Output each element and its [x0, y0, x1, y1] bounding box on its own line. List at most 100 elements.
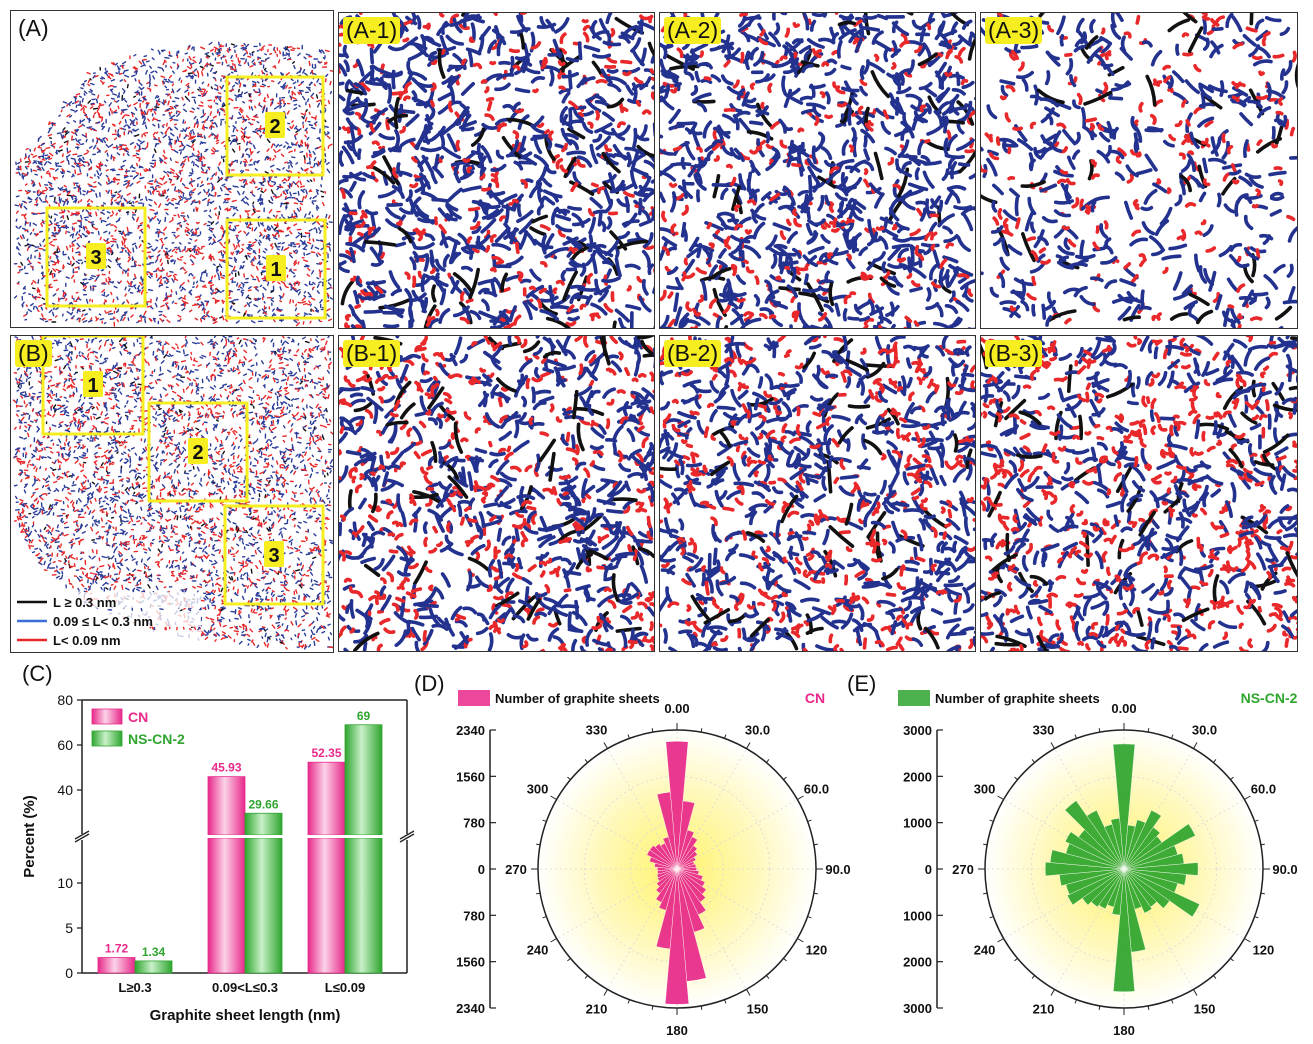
panel-a-sheet-map: 2 3 1 — [13, 41, 333, 327]
radial-tick-label: 1560 — [456, 955, 485, 970]
region-number: 2 — [192, 442, 203, 464]
polar-bar-350 — [656, 791, 678, 870]
bar-value-label: 1.34 — [142, 945, 166, 959]
y-axis-label: Percent (%) — [21, 795, 38, 878]
x-axis-label: Graphite sheet length (nm) — [150, 1007, 341, 1024]
radial-tick-label: 3000 — [903, 1001, 932, 1016]
bar-value-label: 52.35 — [311, 746, 341, 760]
bar-ns-cn-2-1-lower — [244, 837, 283, 974]
radial-tick-label: 0 — [925, 862, 932, 877]
polar-chart-d: (D) Number of graphite sheets CN 0.00 30.0 60… — [414, 671, 851, 1038]
polar-bar-150 — [1123, 868, 1153, 914]
polar-bar-0 — [665, 741, 689, 870]
angle-label: 60.0 — [804, 782, 829, 797]
angle-label: 0.00 — [664, 701, 689, 716]
region-number: 2 — [269, 116, 280, 138]
panel-a-overview: 2 3 1 (A) — [10, 10, 334, 328]
polar-bar-220 — [655, 868, 678, 894]
region-box — [147, 401, 249, 503]
radial-tick-label: 2000 — [903, 955, 932, 970]
polar-bar-60 — [676, 856, 697, 870]
polar-bar-180 — [1113, 868, 1135, 992]
angle-label: 270 — [505, 862, 527, 877]
angle-label: 180 — [1113, 1023, 1135, 1038]
region-box — [225, 218, 327, 320]
bar-cn-0 — [97, 957, 136, 974]
legend-text-bg — [51, 611, 201, 627]
polar-bar-60 — [1123, 823, 1196, 870]
region-number-bg — [83, 371, 103, 397]
bar-ns-cn-2-1-upper — [244, 812, 283, 836]
polar-bar-30 — [1123, 809, 1162, 870]
polar-bar-250 — [656, 868, 678, 879]
angle-label: 240 — [527, 943, 549, 958]
bar-ns-cn-2-2-lower — [344, 837, 383, 974]
zoom-b1-sheets — [339, 336, 654, 651]
zoom-a3-label: (A-3) — [985, 17, 1043, 44]
angle-label: 210 — [586, 1001, 608, 1016]
region-box — [225, 75, 325, 177]
x-tick-label: L≤0.09 — [325, 980, 365, 995]
radial-tick-label: 2000 — [903, 769, 932, 784]
polar-bar-0 — [1112, 743, 1136, 870]
zoom-b1-label: (B-1) — [343, 340, 401, 367]
polar-chart-e: (E) Number of graphite sheets NS-CN-2 0.00 3… — [847, 671, 1298, 1038]
bar-cn-2-lower — [307, 837, 346, 974]
y-tick-label: 60 — [57, 737, 73, 753]
legend-entry: L< 0.09 nm — [53, 633, 121, 648]
polar-bar-130 — [1123, 868, 1170, 909]
polar-bar-200 — [658, 868, 678, 911]
polar-title: CN — [805, 690, 825, 706]
angle-label: 330 — [1033, 723, 1055, 738]
legend-text-bg — [51, 630, 201, 646]
radial-tick-label: 780 — [463, 908, 485, 923]
y-tick-label: 80 — [57, 692, 73, 708]
polar-bar-330 — [1086, 809, 1125, 870]
angle-label: 240 — [974, 943, 996, 958]
zoom-panel-b2: (B-2) — [659, 335, 976, 652]
angle-label: 120 — [1253, 943, 1275, 958]
radial-tick-label: 1000 — [903, 908, 932, 923]
region-number-bg — [86, 243, 106, 269]
panel-label: (E) — [847, 671, 876, 696]
polar-bar-50 — [676, 851, 698, 870]
region-number: 1 — [270, 259, 281, 281]
y-tick-label: 40 — [57, 782, 73, 798]
zoom-panel-b1: (B-1) — [338, 335, 655, 652]
bar-value-label: 45.93 — [211, 761, 241, 775]
legend-swatch — [91, 708, 123, 725]
polar-title: NS-CN-2 — [1241, 690, 1298, 706]
y-tick-label: 10 — [57, 875, 73, 891]
zoom-a1-sheets — [339, 13, 654, 328]
zoom-b3-label: (B-3) — [985, 340, 1043, 367]
polar-bar-30 — [676, 836, 698, 870]
region-number: 1 — [87, 375, 98, 397]
zoom-b2-sheets — [660, 336, 975, 651]
zoom-a2-sheets — [660, 13, 975, 328]
polar-bar-350 — [1110, 818, 1125, 870]
radial-tick-label: 780 — [463, 816, 485, 831]
radial-tick-label: 0 — [478, 862, 485, 877]
region-number-bg — [188, 438, 208, 464]
angle-label: 120 — [806, 943, 828, 958]
sheet-texture — [660, 13, 975, 328]
sheet-texture — [660, 336, 975, 651]
axis-break-mark — [74, 833, 90, 843]
legend-entry: L ≥ 0.3 nm — [53, 595, 116, 610]
panel-b-label: (B) — [15, 340, 52, 367]
angle-label: 210 — [1033, 1001, 1055, 1016]
x-tick-label: 0.09<L≤0.3 — [212, 980, 278, 995]
angle-label: 90.0 — [825, 862, 850, 877]
zoom-panel-b3: (B-3) — [980, 335, 1298, 652]
sheet-texture — [981, 336, 1297, 651]
polar-legend-swatch — [458, 690, 490, 706]
polar-bar-210 — [655, 868, 678, 903]
angle-label: 150 — [1194, 1001, 1216, 1016]
legend-entry: 0.09 ≤ L< 0.3 nm — [53, 614, 153, 629]
region-number: 3 — [90, 247, 101, 269]
axis-break-mark — [74, 830, 90, 840]
region-box — [45, 206, 147, 308]
polar-bar-180 — [664, 868, 690, 1005]
zoom-a2-label: (A-2) — [664, 17, 722, 44]
region-number-bg — [266, 255, 286, 281]
